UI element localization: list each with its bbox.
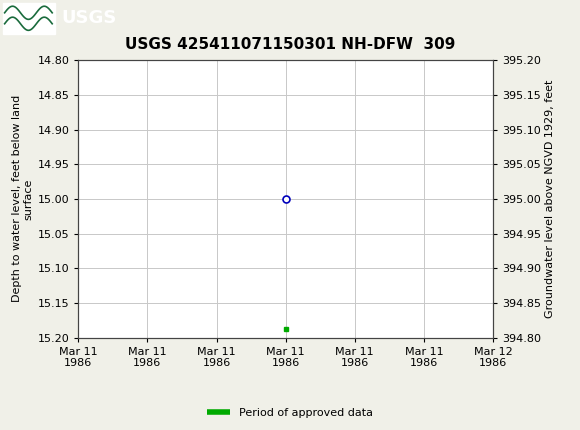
Y-axis label: Groundwater level above NGVD 1929, feet: Groundwater level above NGVD 1929, feet — [545, 80, 555, 318]
Text: USGS: USGS — [61, 9, 116, 27]
Y-axis label: Depth to water level, feet below land
surface: Depth to water level, feet below land su… — [12, 95, 33, 302]
Legend: Period of approved data: Period of approved data — [203, 403, 377, 422]
FancyBboxPatch shape — [3, 3, 55, 34]
Text: USGS 425411071150301 NH-DFW  309: USGS 425411071150301 NH-DFW 309 — [125, 37, 455, 52]
